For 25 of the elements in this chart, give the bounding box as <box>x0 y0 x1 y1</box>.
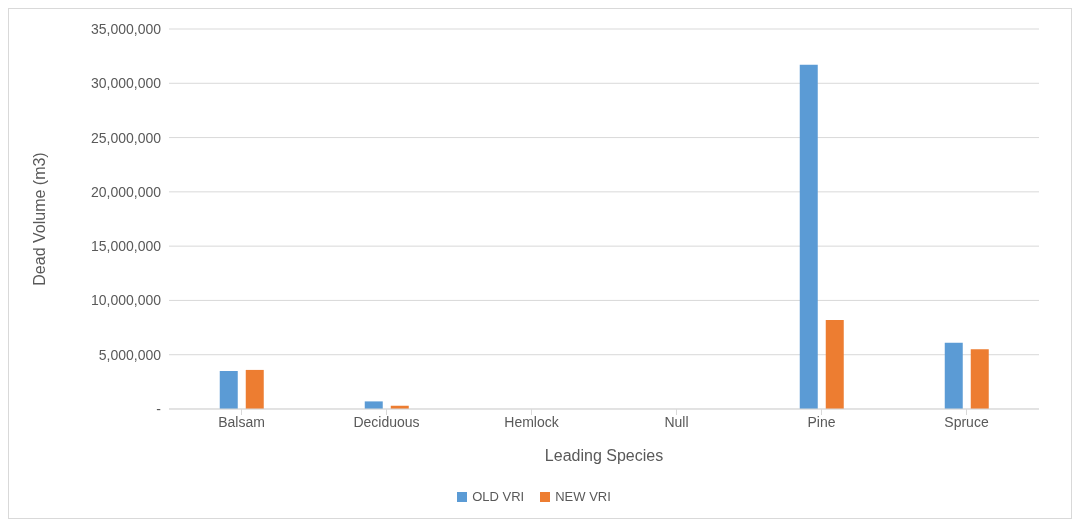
bar <box>825 319 844 409</box>
y-axis-title: Dead Volume (m3) <box>30 152 48 286</box>
bar <box>245 369 264 409</box>
x-tick-label: Hemlock <box>504 413 560 430</box>
y-tick-label: 15,000,000 <box>90 238 162 255</box>
y-tick-label: 30,000,000 <box>90 75 162 92</box>
bar <box>799 64 818 409</box>
y-tick-label: 5,000,000 <box>98 346 162 363</box>
bar <box>219 371 238 409</box>
x-tick-label: Spruce <box>944 413 989 430</box>
y-tick-label: 10,000,000 <box>90 292 162 309</box>
y-tick-label: 35,000,000 <box>90 20 162 37</box>
x-tick-label: Deciduous <box>353 413 420 430</box>
y-tick-label: 20,000,000 <box>90 183 162 200</box>
x-tick-label: Balsam <box>218 413 265 430</box>
x-tick-label: Pine <box>807 413 836 430</box>
bar <box>970 349 989 409</box>
bar <box>364 401 383 409</box>
x-tick-label: Null <box>664 413 689 430</box>
y-tick-label: - <box>156 400 162 417</box>
legend-label: OLD VRI <box>472 489 525 504</box>
bar <box>944 342 963 409</box>
y-tick-label: 25,000,000 <box>90 129 162 146</box>
x-axis-title: Leading Species <box>544 447 664 464</box>
legend-label: NEW VRI <box>555 489 611 504</box>
